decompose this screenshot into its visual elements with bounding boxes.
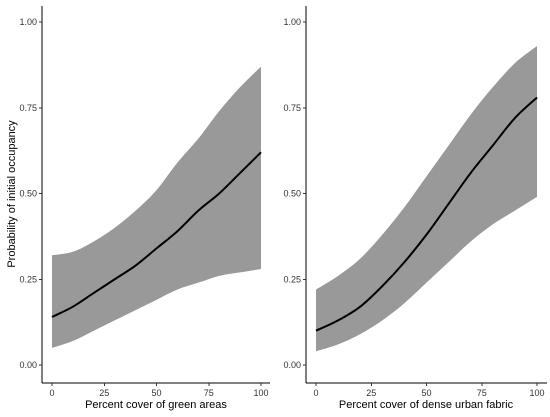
x-tick-label: 75 <box>477 388 487 398</box>
x-tick-label: 50 <box>421 388 431 398</box>
y-tick-label: 1.00 <box>283 17 301 27</box>
y-tick-label: 0.75 <box>283 103 301 113</box>
y-ticks: 0.00 0.25 0.50 0.75 1.00 <box>19 17 42 370</box>
y-tick-label: 0.00 <box>19 360 37 370</box>
x-tick-label: 75 <box>204 388 214 398</box>
left-panel: 0.00 0.25 0.50 0.75 1.00 0 25 50 75 100 Percent … <box>6 6 270 411</box>
x-axis-title: Percent cover of dense urban fabric <box>339 399 514 411</box>
x-tick-label: 100 <box>253 388 268 398</box>
confidence-band <box>316 46 537 352</box>
y-tick-label: 0.50 <box>283 189 301 199</box>
x-ticks: 0 25 50 75 100 <box>313 383 545 398</box>
x-tick-label: 100 <box>529 388 544 398</box>
fitted-curve <box>51 151 262 318</box>
x-tick-label: 0 <box>313 388 318 398</box>
y-ticks: 0.00 0.25 0.50 0.75 1.00 <box>283 17 306 370</box>
y-tick-label: 0.25 <box>19 274 37 284</box>
right-panel: 0.00 0.25 0.50 0.75 1.00 0 25 50 75 100 Percent … <box>283 6 547 411</box>
x-ticks: 0 25 50 75 100 <box>49 383 269 398</box>
y-tick-label: 0.25 <box>283 274 301 284</box>
confidence-band <box>52 66 261 348</box>
x-tick-label: 0 <box>49 388 54 398</box>
y-tick-label: 0.50 <box>19 189 37 199</box>
y-tick-label: 1.00 <box>19 17 37 27</box>
y-tick-label: 0.00 <box>283 360 301 370</box>
x-tick-label: 25 <box>99 388 109 398</box>
y-tick-label: 0.75 <box>19 103 37 113</box>
x-tick-label: 50 <box>151 388 161 398</box>
fitted-curve <box>315 96 538 332</box>
y-axis-title: Probability of initial occupancy <box>6 120 18 268</box>
x-tick-label: 25 <box>366 388 376 398</box>
x-axis-title: Percent cover of green areas <box>85 399 227 411</box>
